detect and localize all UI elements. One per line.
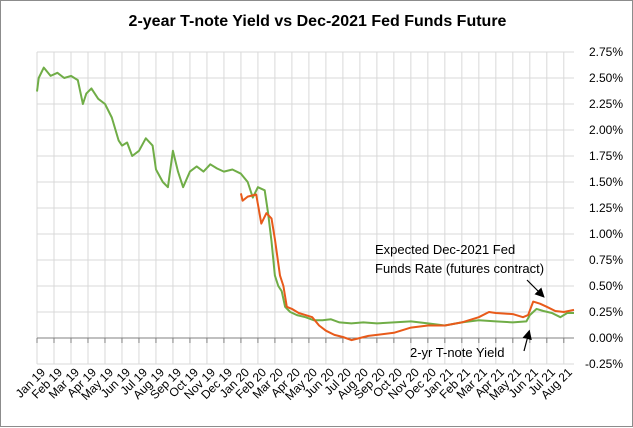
y-tick-label: 1.00% (589, 227, 623, 241)
y-tick-label: 0.00% (589, 331, 623, 345)
chart-title: 2-year T-note Yield vs Dec-2021 Fed Fund… (128, 13, 507, 30)
y-tick-label: 1.50% (589, 175, 623, 189)
annotation-fed-funds: Expected Dec-2021 Fed Funds Rate (future… (375, 240, 544, 278)
y-tick-label: 1.25% (589, 201, 623, 215)
y-tick-label: 2.75% (589, 45, 623, 59)
series-line-fed-funds-future (239, 193, 575, 342)
y-tick-label: 2.00% (589, 123, 623, 137)
annotation-arrow-fed-funds (526, 279, 545, 298)
annotation-arrow-tnote (522, 329, 532, 352)
y-tick-label: 1.75% (589, 149, 623, 163)
annotation-fed-funds-line2: Funds Rate (futures contract) (375, 261, 545, 276)
y-tick-label: 2.50% (589, 71, 623, 85)
y-tick-label: 0.25% (589, 305, 623, 319)
y-tick-label: 2.25% (589, 97, 623, 111)
annotation-fed-funds-line1: Expected Dec-2021 Fed (375, 242, 516, 257)
y-tick-label: 0.50% (589, 279, 623, 293)
y-tick-label: 0.75% (589, 253, 623, 267)
y-tick-label: -0.25% (585, 357, 623, 371)
annotation-tnote: 2-yr T-note Yield (410, 345, 505, 360)
series-line-tnote-yield (36, 66, 574, 327)
